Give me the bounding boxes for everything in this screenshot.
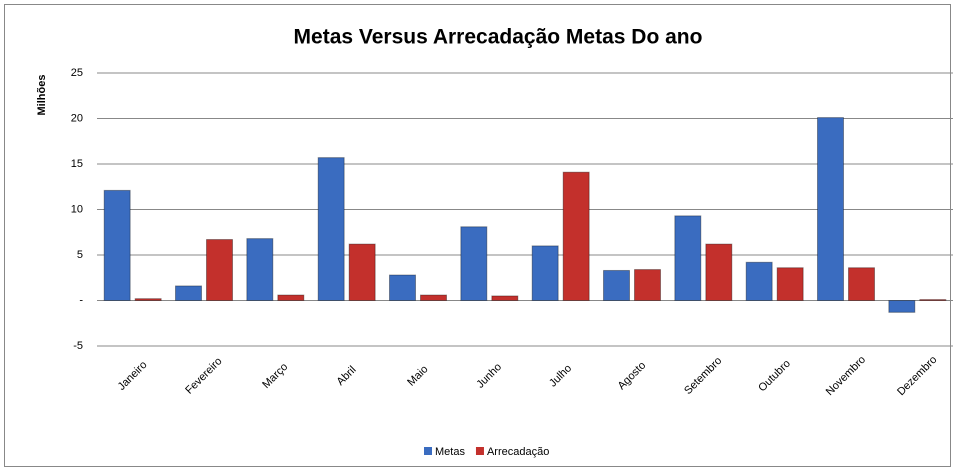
bar	[531, 245, 559, 301]
bar	[705, 243, 733, 301]
legend-label: Metas	[435, 446, 465, 458]
bar	[134, 298, 162, 301]
bar	[745, 261, 773, 301]
bar	[919, 299, 947, 301]
bar	[634, 269, 661, 301]
bar	[562, 171, 590, 301]
bar	[389, 274, 416, 301]
bar	[277, 294, 305, 302]
bar	[848, 267, 875, 301]
y-tick-label: 5	[77, 249, 83, 261]
bar	[603, 269, 630, 302]
y-tick-label: 20	[71, 112, 83, 124]
bar	[206, 239, 233, 301]
y-tick-label: -	[79, 294, 83, 306]
legend-swatch	[475, 447, 484, 455]
bar	[103, 189, 131, 301]
chart-title: Metas Versus Arrecadação Metas Do ano	[294, 26, 703, 49]
bar	[817, 117, 844, 301]
legend-label: Arrecadação	[487, 446, 549, 458]
bar	[420, 294, 447, 302]
y-axis-label: Milhões	[36, 75, 48, 116]
y-tick-label: -5	[73, 340, 83, 352]
bar	[348, 243, 376, 301]
bar	[491, 295, 519, 302]
bar	[776, 267, 804, 301]
y-tick-label: 25	[71, 67, 83, 79]
y-tick-label: 10	[71, 203, 83, 215]
bar	[460, 226, 488, 301]
bar	[317, 157, 345, 301]
y-tick-label: 15	[71, 158, 83, 170]
bar	[246, 238, 274, 301]
bar	[674, 215, 702, 301]
bar	[175, 285, 202, 302]
legend-swatch	[424, 447, 432, 455]
bar	[888, 300, 916, 313]
